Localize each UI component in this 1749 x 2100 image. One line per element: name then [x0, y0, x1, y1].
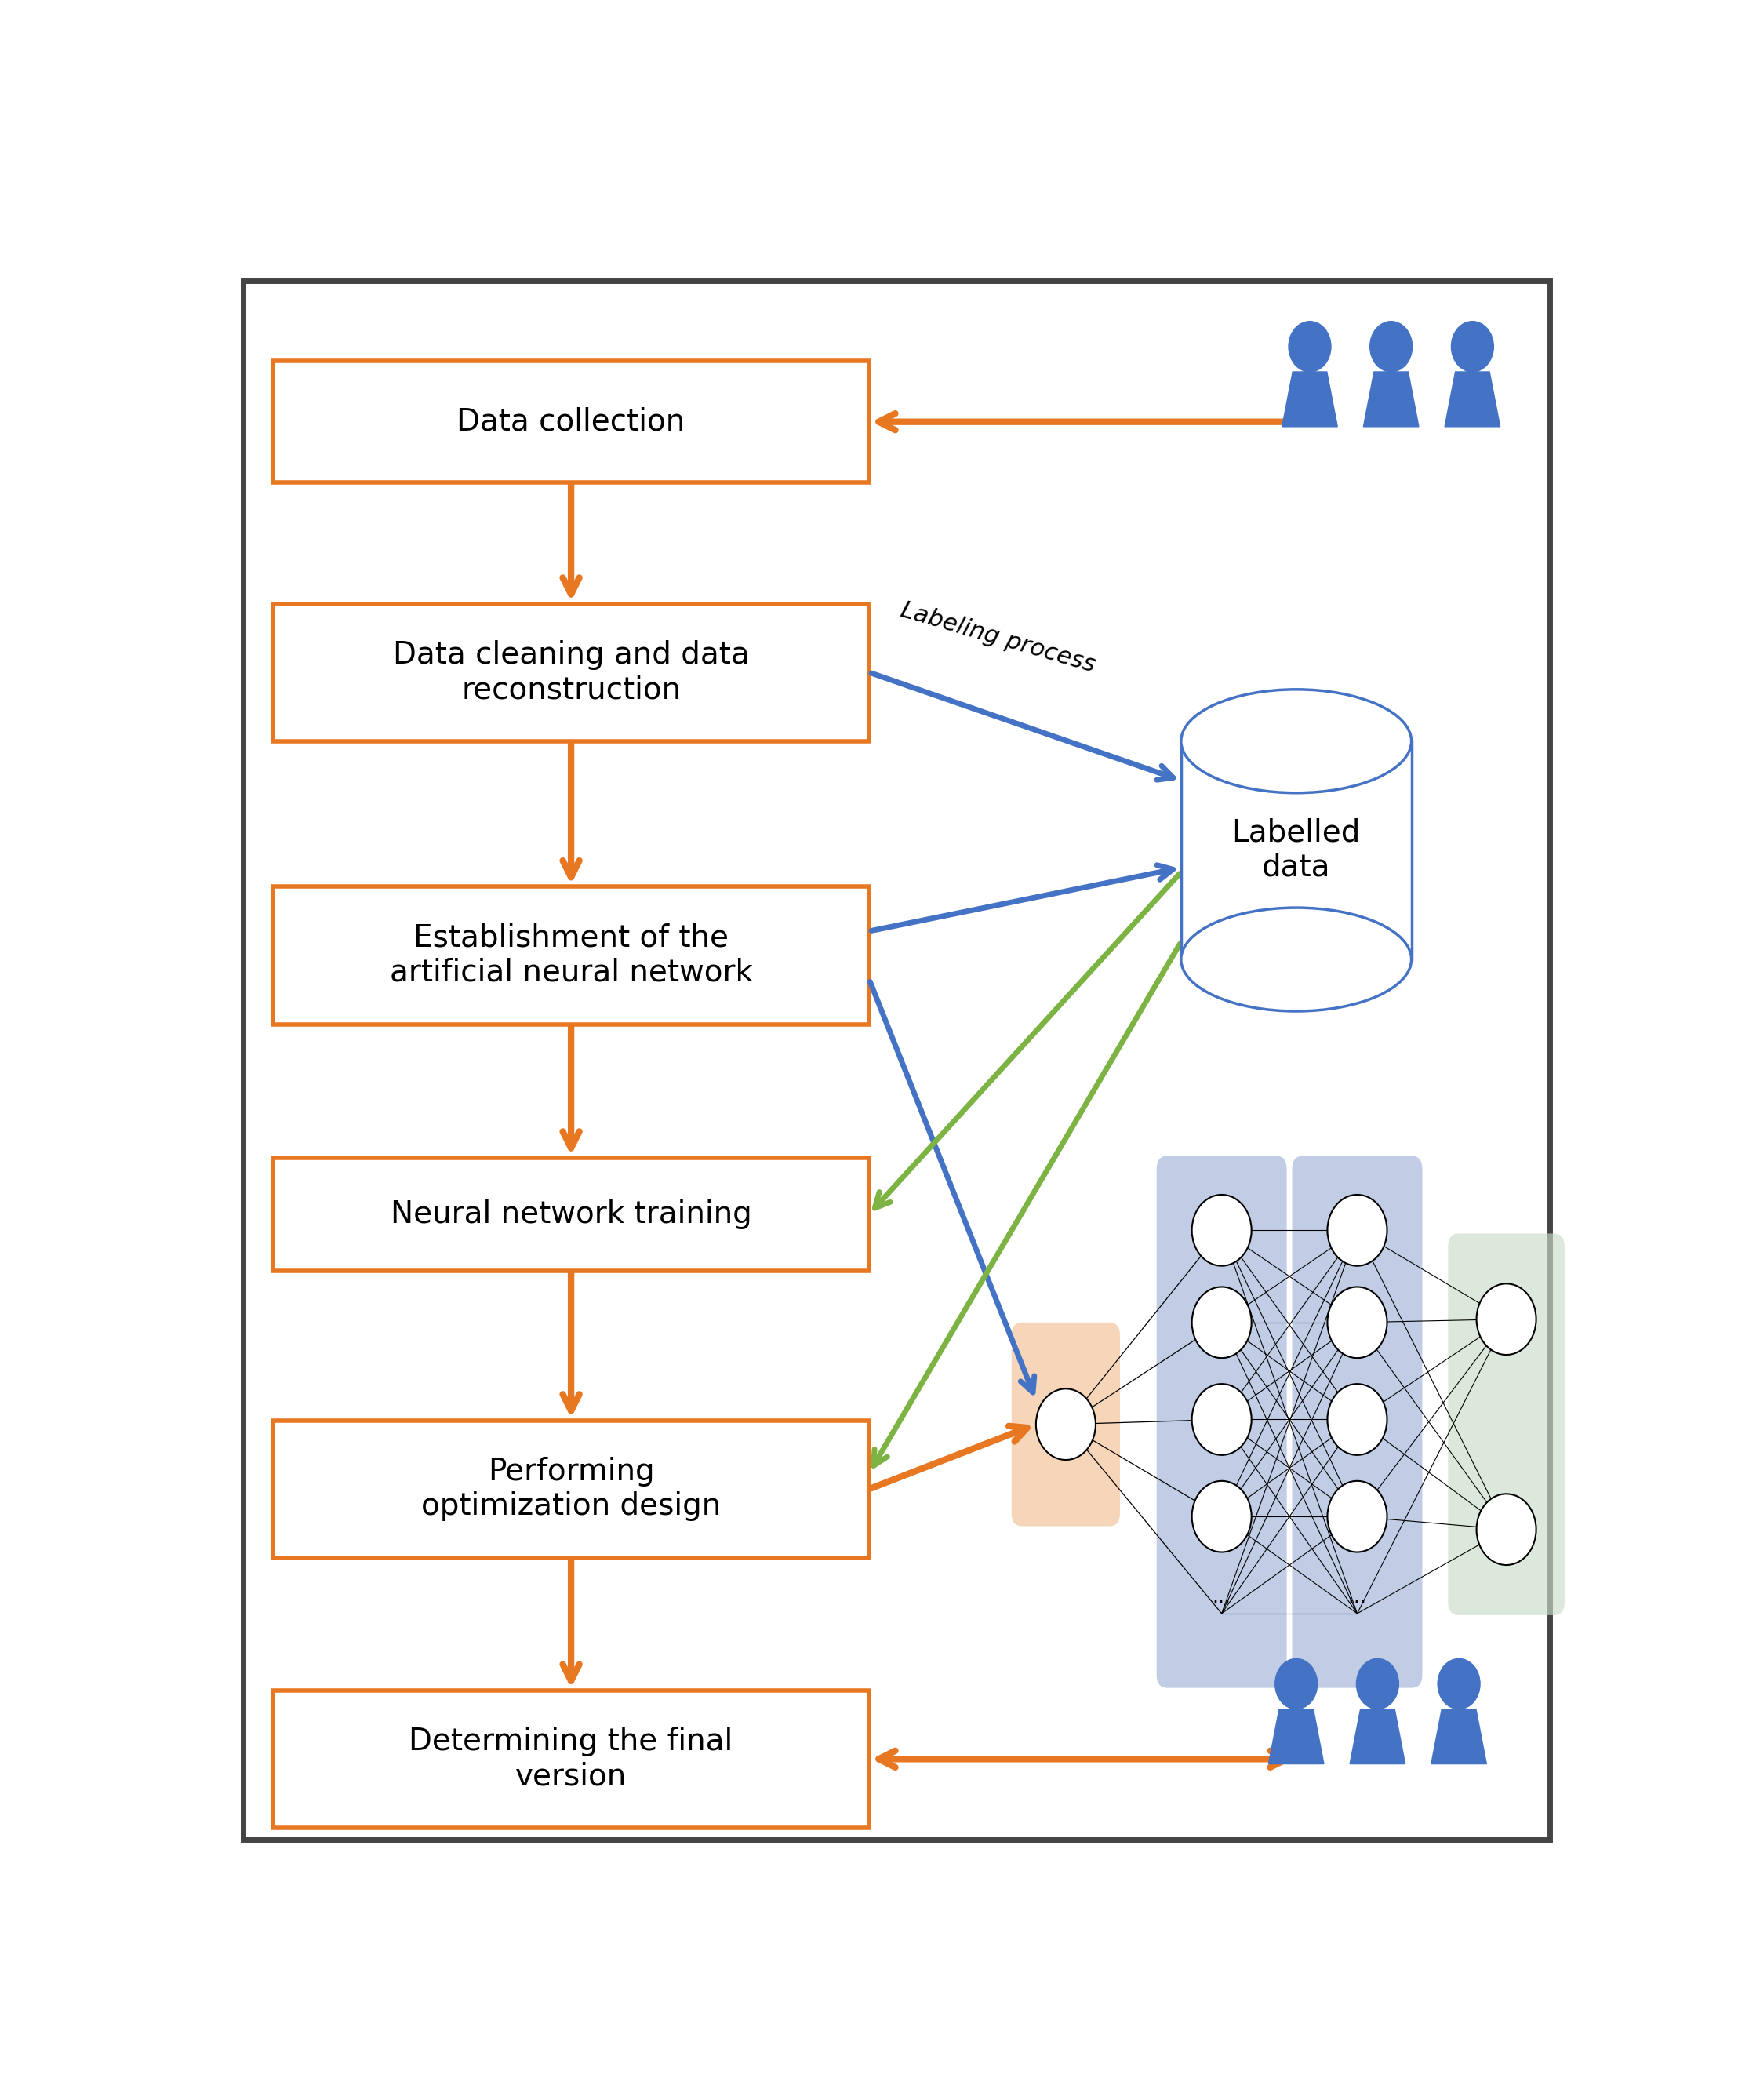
- Polygon shape: [1364, 372, 1418, 426]
- FancyBboxPatch shape: [273, 361, 869, 483]
- Circle shape: [1438, 1659, 1480, 1709]
- FancyBboxPatch shape: [1448, 1233, 1565, 1615]
- Circle shape: [1327, 1195, 1387, 1266]
- Circle shape: [1191, 1287, 1252, 1359]
- FancyBboxPatch shape: [1156, 1155, 1287, 1688]
- Text: Data cleaning and data
reconstruction: Data cleaning and data reconstruction: [394, 640, 749, 706]
- Polygon shape: [1350, 1709, 1404, 1764]
- Text: Labeling process: Labeling process: [897, 598, 1098, 676]
- Circle shape: [1191, 1480, 1252, 1552]
- FancyBboxPatch shape: [273, 1690, 869, 1827]
- FancyBboxPatch shape: [273, 1420, 869, 1558]
- Text: Performing
optimization design: Performing optimization design: [422, 1457, 721, 1520]
- FancyBboxPatch shape: [273, 603, 869, 741]
- FancyBboxPatch shape: [243, 281, 1550, 1840]
- Polygon shape: [1445, 372, 1501, 426]
- Circle shape: [1191, 1384, 1252, 1455]
- Circle shape: [1191, 1195, 1252, 1266]
- FancyBboxPatch shape: [1293, 1155, 1422, 1688]
- Circle shape: [1327, 1384, 1387, 1455]
- Circle shape: [1369, 321, 1411, 372]
- Polygon shape: [1282, 372, 1338, 426]
- Ellipse shape: [1181, 689, 1411, 794]
- Circle shape: [1327, 1287, 1387, 1359]
- Circle shape: [1289, 321, 1331, 372]
- FancyBboxPatch shape: [273, 886, 869, 1025]
- Text: ...: ...: [1212, 1588, 1231, 1606]
- Circle shape: [1452, 321, 1494, 372]
- FancyBboxPatch shape: [273, 1157, 869, 1270]
- Circle shape: [1275, 1659, 1317, 1709]
- Text: Neural network training: Neural network training: [390, 1199, 752, 1228]
- Circle shape: [1327, 1480, 1387, 1552]
- Bar: [1181, 741, 1411, 960]
- Ellipse shape: [1181, 907, 1411, 1012]
- Text: Labelled
data: Labelled data: [1231, 819, 1361, 882]
- Circle shape: [1476, 1283, 1536, 1354]
- Text: Data collection: Data collection: [456, 407, 686, 437]
- Polygon shape: [1268, 1709, 1324, 1764]
- Circle shape: [1476, 1493, 1536, 1564]
- Circle shape: [1357, 1659, 1399, 1709]
- Circle shape: [1035, 1388, 1095, 1459]
- FancyBboxPatch shape: [1011, 1323, 1119, 1527]
- Text: ...: ...: [1348, 1588, 1366, 1606]
- Text: Establishment of the
artificial neural network: Establishment of the artificial neural n…: [390, 924, 752, 987]
- Text: Determining the final
version: Determining the final version: [409, 1726, 733, 1791]
- Polygon shape: [1431, 1709, 1487, 1764]
